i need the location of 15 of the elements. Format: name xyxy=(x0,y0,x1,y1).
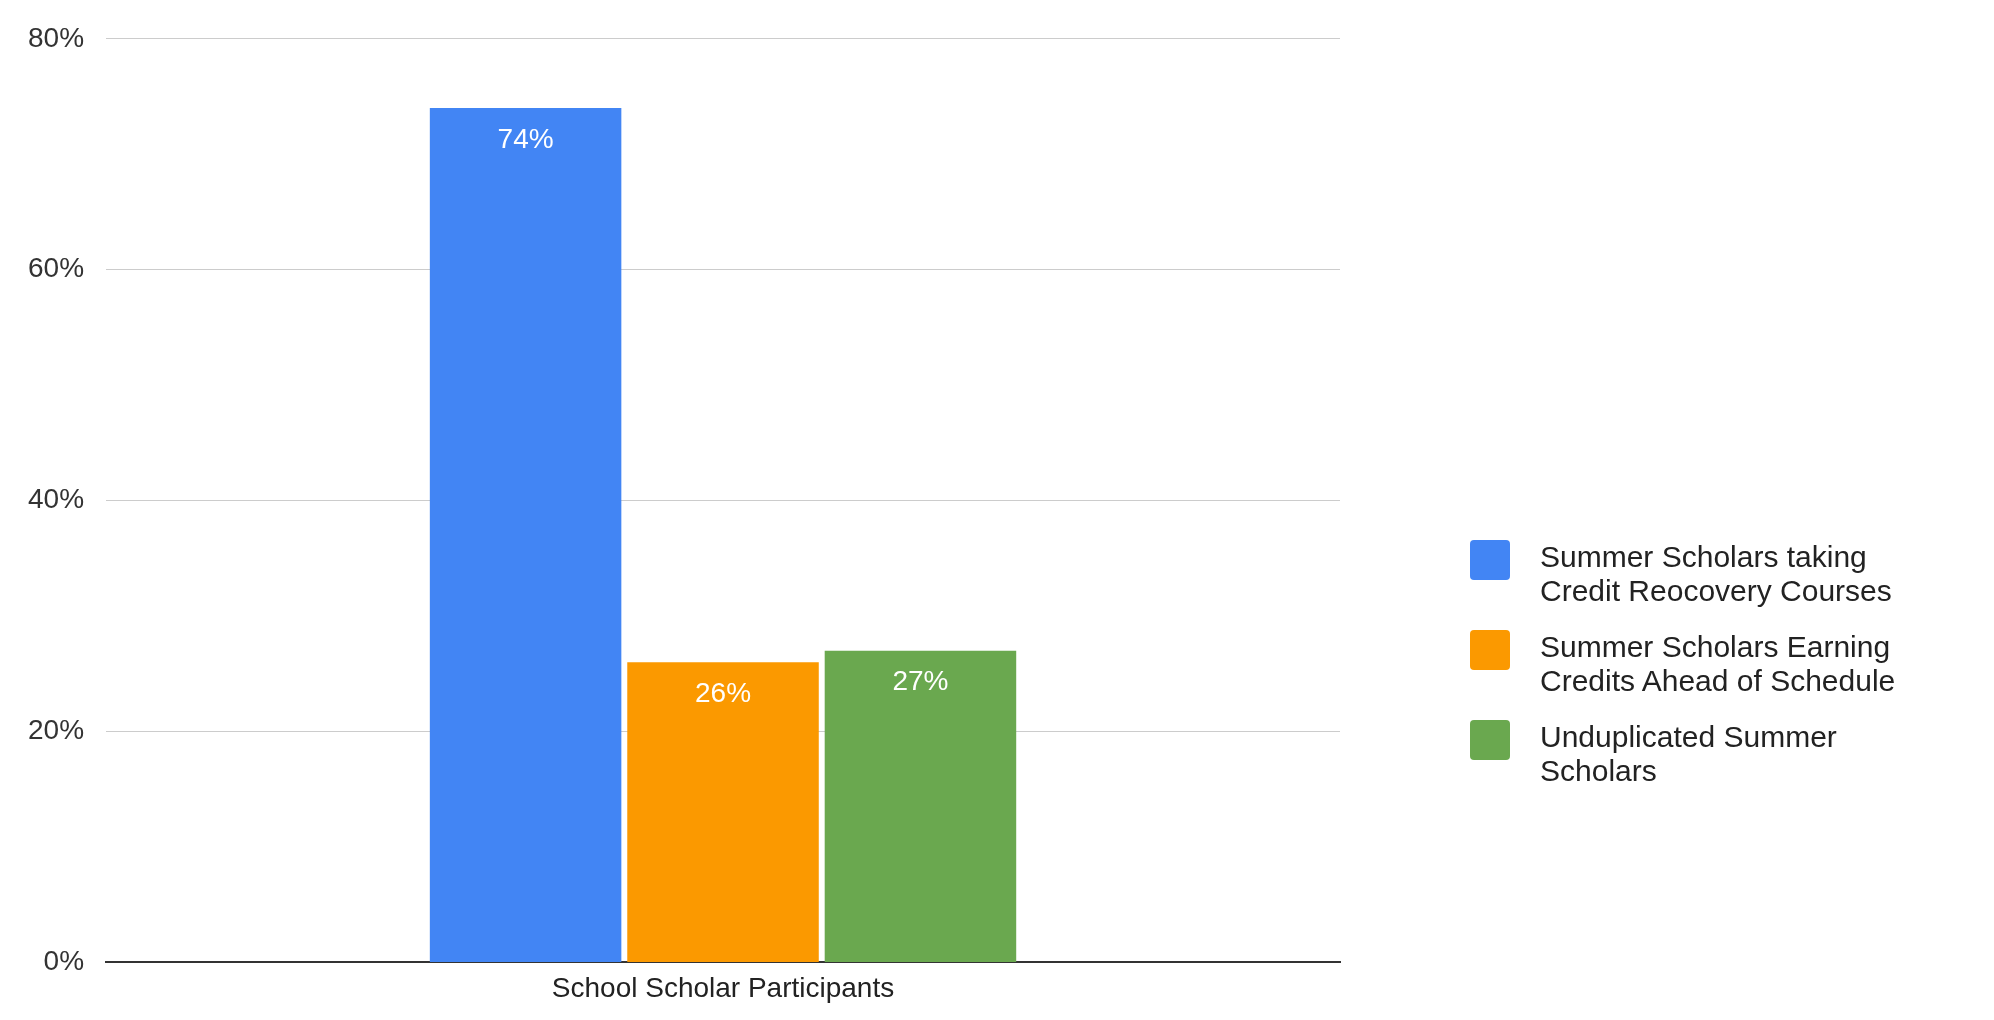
data-label: 27% xyxy=(892,665,949,697)
y-tick-label: 80% xyxy=(27,21,85,53)
legend-label: Unduplicated Summer Scholars xyxy=(1540,720,1838,788)
legend-label: Summer Scholars Earning Credits Ahead of Schedule xyxy=(1540,630,1897,698)
bar xyxy=(429,108,622,962)
bar xyxy=(627,662,819,962)
y-tick-label: 60% xyxy=(27,252,85,284)
x-tick-label: School Scholar Participants xyxy=(551,971,895,1003)
bar xyxy=(824,650,1017,962)
data-label: 74% xyxy=(497,122,554,154)
data-label: 26% xyxy=(695,676,752,708)
y-tick-label: 20% xyxy=(27,714,85,746)
y-tick-label: 0% xyxy=(43,945,85,977)
y-tick-label: 40% xyxy=(27,483,85,515)
legend-label: Summer Scholars taking Credit Reocovery Courses xyxy=(1540,540,1893,608)
